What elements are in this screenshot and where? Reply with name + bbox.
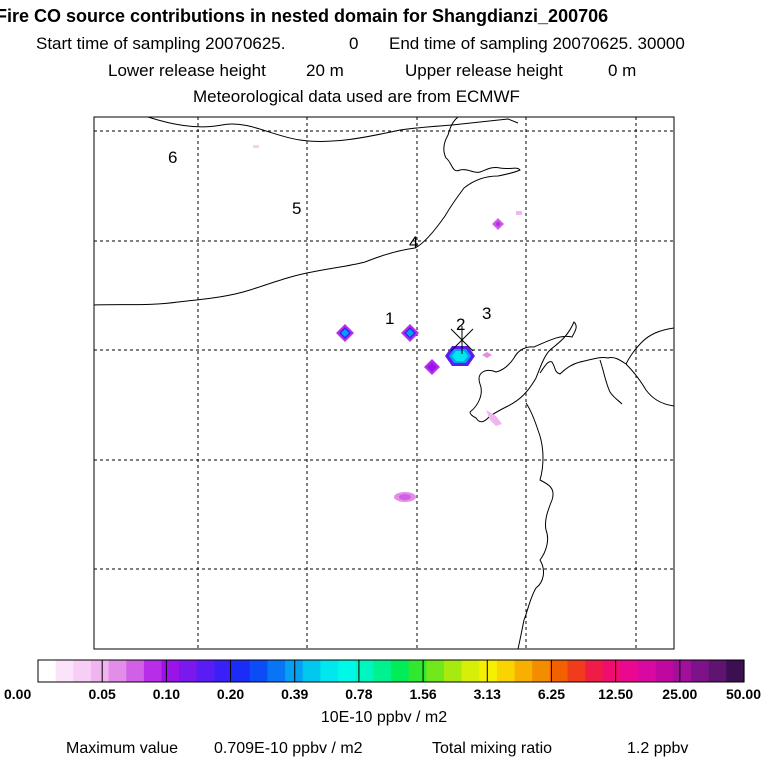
colorbar-tick-label: 1.56: [409, 686, 436, 702]
colorbar-swatch: [655, 660, 674, 682]
total-mixing-value: 1.2 ppbv: [627, 740, 689, 757]
colorbar-swatch: [514, 660, 533, 682]
lower-release-value: 20 m: [306, 61, 344, 80]
colorbar-swatch: [143, 660, 163, 682]
upper-release-label: Upper release height: [405, 61, 563, 80]
end-time-label: End time of sampling 20070625. 30000: [389, 34, 685, 53]
colorbar-swatch: [55, 660, 74, 682]
site-label-2: 2: [456, 315, 465, 334]
colorbar-tick-label: 12.50: [598, 686, 633, 702]
site-label-5: 5: [292, 199, 301, 218]
map-domain: 1 2 3 4 5 6: [94, 117, 674, 649]
concentration-field: [253, 145, 522, 502]
colorbar-swatch: [479, 660, 498, 682]
colorbar-swatch: [320, 660, 339, 682]
colorbar-swatch: [126, 660, 145, 682]
start-time-value: 0: [349, 34, 359, 53]
colorbar-swatch: [638, 660, 657, 682]
lat-lon-grid: [94, 117, 674, 649]
colorbar-swatch: [249, 660, 269, 682]
colorbar-tick-label: 0.00: [4, 686, 31, 702]
colorbar-tick-label: 6.25: [538, 686, 565, 702]
field-cell: [516, 211, 522, 215]
colorbar-swatch: [338, 660, 357, 682]
colorbar-tick-label: 0.78: [345, 686, 372, 702]
site-labels: 1 2 3 4 5 6: [168, 148, 491, 334]
colorbar-swatch: [179, 660, 198, 682]
colorbar-swatch: [585, 660, 604, 682]
map-frame: [93, 116, 675, 650]
colorbar-swatch: [108, 660, 127, 682]
colorbar-tick-label: 3.13: [474, 686, 501, 702]
colorbar-swatch: [73, 660, 92, 682]
colorbar-tick-label: 0.10: [153, 686, 180, 702]
site-label-4: 4: [409, 233, 418, 252]
colorbar-swatch: [90, 660, 110, 682]
start-time-label: Start time of sampling 20070625.: [36, 34, 286, 53]
colorbar-unit: 10E-10 ppbv / m2: [320, 709, 448, 726]
colorbar-swatch: [267, 660, 286, 682]
colorbar-swatch: [620, 660, 639, 682]
colorbar-swatch: [161, 660, 180, 682]
field-cell: [486, 410, 502, 426]
site-label-3: 3: [482, 304, 491, 323]
colorbar-swatch: [373, 660, 392, 682]
map-title: Fire CO source contributions in nested d…: [0, 6, 609, 26]
total-mixing-label: Total mixing ratio: [432, 740, 553, 757]
field-cell: [427, 362, 437, 372]
colorbar-swatch: [443, 660, 463, 682]
site-label-6: 6: [168, 148, 177, 167]
colorbar-swatch: [567, 660, 586, 682]
colorbar-tick-label: 0.39: [281, 686, 308, 702]
colorbar: [38, 660, 745, 682]
colorbar-swatch: [426, 660, 445, 682]
colorbar-labels: 0.00 0.05 0.10 0.20 0.39 0.78 1.56 3.13 6.25 12.5…: [4, 686, 761, 702]
coastlines: [94, 117, 674, 649]
colorbar-swatch: [196, 660, 216, 682]
field-cell: [399, 494, 411, 500]
field-cell: [452, 351, 468, 361]
lower-release-label: Lower release height: [108, 61, 266, 80]
colorbar-swatch: [355, 660, 374, 682]
colorbar-swatch: [549, 660, 569, 682]
colorbar-ticks: [101, 660, 681, 682]
colorbar-swatch: [408, 660, 427, 682]
colorbar-frame: [37, 659, 745, 683]
colorbar-swatch: [602, 660, 622, 682]
colorbar-tick-label: 25.00: [662, 686, 697, 702]
colorbar-swatch: [726, 660, 745, 682]
colorbar-swatch: [38, 660, 57, 682]
colorbar-swatch: [232, 660, 251, 682]
sampling-site-cross: [450, 326, 474, 354]
max-value-label: Maximum value: [66, 740, 179, 757]
field-cell: [253, 145, 259, 148]
field-cell: [406, 329, 414, 337]
max-value: 0.709E-10 ppbv / m2: [214, 740, 363, 757]
colorbar-swatch: [691, 660, 710, 682]
colorbar-swatch: [302, 660, 321, 682]
met-data-text: Meteorological data used are from ECMWF: [193, 87, 520, 106]
colorbar-tick-label: 0.05: [89, 686, 116, 702]
field-cell: [482, 352, 492, 358]
colorbar-swatch: [496, 660, 516, 682]
colorbar-swatch: [391, 660, 410, 682]
field-cell: [341, 329, 349, 337]
colorbar-swatch: [214, 660, 233, 682]
colorbar-swatch: [461, 660, 480, 682]
colorbar-tick-label: 50.00: [726, 686, 761, 702]
colorbar-swatch: [532, 660, 551, 682]
colorbar-swatch: [708, 660, 727, 682]
colorbar-tick-label: 0.20: [217, 686, 244, 702]
field-cell: [495, 221, 501, 227]
colorbar-swatch: [285, 660, 304, 682]
colorbar-swatch: [673, 660, 692, 682]
site-label-1: 1: [385, 309, 394, 328]
upper-release-value: 0 m: [608, 61, 637, 80]
